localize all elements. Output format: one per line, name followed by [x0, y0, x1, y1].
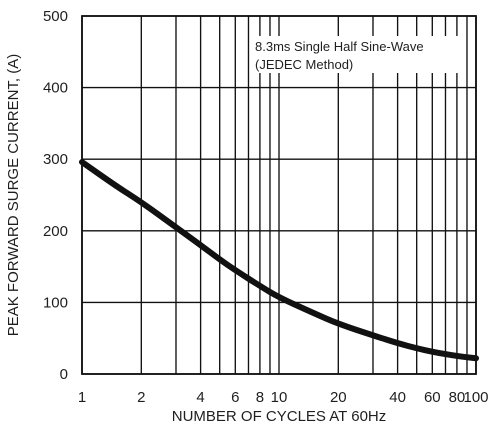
- x-tick-label: 2: [137, 389, 145, 406]
- y-axis-label: PEAK FORWARD SURGE CURRENT, (A): [5, 54, 22, 337]
- y-tick-label: 0: [60, 366, 68, 383]
- y-tick-labels: 0 100 200 300 400 500: [43, 8, 68, 383]
- y-tick-label: 500: [43, 8, 68, 25]
- y-tick-label: 100: [43, 294, 68, 311]
- annotation-box: [252, 36, 463, 73]
- y-tick-label: 400: [43, 80, 68, 97]
- series-layer: [79, 159, 479, 362]
- x-tick-label: 80: [449, 389, 466, 406]
- annotation-line-1: 8.3ms Single Half Sine-Wave: [255, 39, 424, 54]
- x-tick-label: 40: [389, 389, 406, 406]
- y-tick-label: 200: [43, 223, 68, 240]
- annotation-line-2: (JEDEC Method): [255, 57, 353, 72]
- x-tick-label: 6: [231, 389, 239, 406]
- plot-frame: [81, 15, 477, 375]
- x-tick-label: 4: [196, 389, 204, 406]
- x-axis-label: NUMBER OF CYCLES AT 60Hz: [172, 408, 387, 425]
- x-tick-label: 8: [256, 389, 264, 406]
- x-tick-label: 20: [330, 389, 347, 406]
- x-tick-label: 10: [271, 389, 288, 406]
- x-tick-label: 60: [424, 389, 441, 406]
- x-tick-label: 1: [78, 389, 86, 406]
- y-tick-label: 300: [43, 151, 68, 168]
- surge-current-curve: [79, 159, 479, 362]
- x-tick-label: 100: [463, 389, 488, 406]
